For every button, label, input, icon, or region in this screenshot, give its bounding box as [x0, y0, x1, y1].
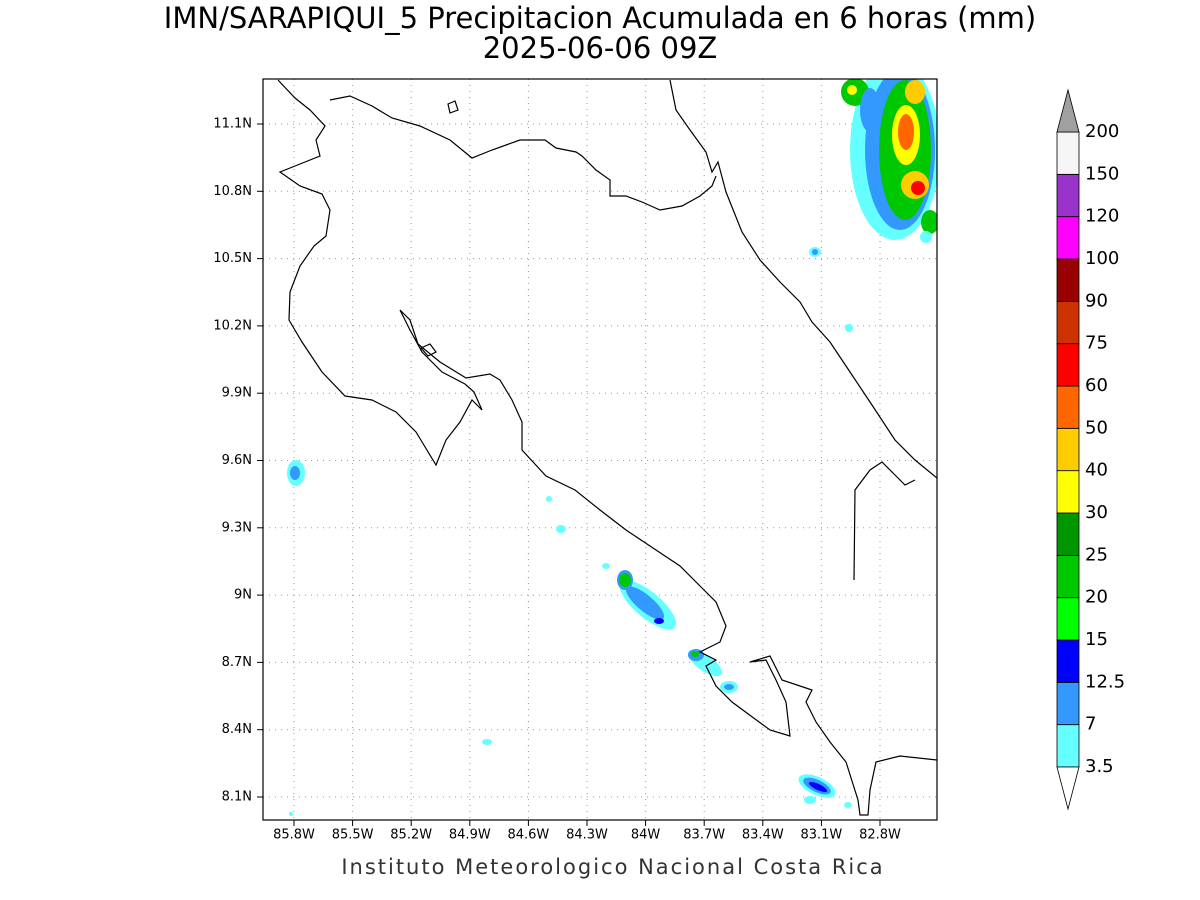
- lat-label: 8.4N: [222, 722, 252, 737]
- grid: [257, 79, 937, 826]
- colorbar-label: 100: [1085, 248, 1119, 269]
- colorbar-label: 15: [1085, 629, 1108, 650]
- colorbar-swatch: [1056, 300, 1080, 345]
- lat-label: 10.5N: [213, 251, 252, 266]
- lon-label: 84.9W: [449, 828, 491, 843]
- subtitle: 2025-06-06 09Z: [483, 31, 718, 65]
- colorbar-swatch: [1056, 470, 1080, 514]
- lon-label: 83.4W: [742, 828, 784, 843]
- colorbar-swatch: [1056, 512, 1080, 556]
- colorbar-label: 120: [1085, 206, 1119, 227]
- lat-label: 10.8N: [213, 184, 252, 199]
- lat-label: 8.1N: [222, 790, 252, 805]
- colorbar-swatch: [1056, 427, 1080, 472]
- footer: Instituto Meteorologico Nacional Costa R…: [341, 855, 884, 879]
- colorbar-swatch: [1056, 639, 1080, 683]
- colorbar-swatch: [1056, 343, 1080, 387]
- colorbar-swatch: [1056, 681, 1080, 726]
- lat-label: 10.2N: [213, 318, 252, 333]
- colorbar-label: 30: [1085, 502, 1108, 523]
- lat-label: 9.6N: [222, 453, 252, 468]
- lon-label: 83.1W: [800, 828, 842, 843]
- colorbar-label: 20: [1085, 587, 1108, 608]
- colorbar-swatch: [1056, 385, 1080, 429]
- colorbar-swatch: [1056, 554, 1080, 599]
- precip-field: [287, 79, 937, 816]
- lon-label: 82.8W: [859, 828, 901, 843]
- colorbar-label: 200: [1085, 121, 1119, 142]
- colorbar: 3.5 7 12.5 15 20 25 30 40 50 60 75 90 100 120 150 200: [1056, 88, 1125, 811]
- colorbar-swatch: [1056, 597, 1080, 641]
- lon-label: 85.8W: [273, 828, 315, 843]
- colorbar-label: 25: [1085, 544, 1108, 565]
- lat-label: 11.1N: [213, 117, 252, 132]
- lat-label: 9.9N: [222, 386, 252, 401]
- lat-label: 8.7N: [222, 655, 252, 670]
- lat-label: 9N: [234, 588, 252, 603]
- colorbar-swatch: [1056, 258, 1080, 302]
- lon-label: 85.2W: [390, 828, 432, 843]
- colorbar-label: 12.5: [1085, 671, 1125, 692]
- lon-label: 84.6W: [507, 828, 549, 843]
- coastlines: [277, 79, 937, 816]
- colorbar-label: 75: [1085, 333, 1108, 354]
- title: IMN/SARAPIQUI_5 Precipitacion Acumulada …: [164, 1, 1036, 35]
- colorbar-label: 50: [1085, 417, 1108, 438]
- colorbar-label: 150: [1085, 163, 1119, 184]
- colorbar-swatch: [1056, 724, 1080, 768]
- colorbar-label: 3.5: [1085, 756, 1114, 777]
- colorbar-swatch: [1056, 131, 1080, 175]
- colorbar-under: [1056, 766, 1080, 811]
- lon-label: 83.7W: [683, 828, 725, 843]
- colorbar-label: 60: [1085, 375, 1108, 396]
- lon-label: 84W: [631, 828, 661, 843]
- lon-label: 85.5W: [332, 828, 374, 843]
- colorbar-label: 90: [1085, 290, 1108, 311]
- colorbar-swatch: [1056, 173, 1080, 218]
- colorbar-over: [1056, 88, 1080, 133]
- plot-frame: [262, 78, 938, 821]
- lat-label: 9.3N: [222, 520, 252, 535]
- colorbar-swatch: [1056, 216, 1080, 260]
- colorbar-label: 7: [1085, 714, 1096, 735]
- lon-label: 84.3W: [566, 828, 608, 843]
- colorbar-label: 40: [1085, 460, 1108, 481]
